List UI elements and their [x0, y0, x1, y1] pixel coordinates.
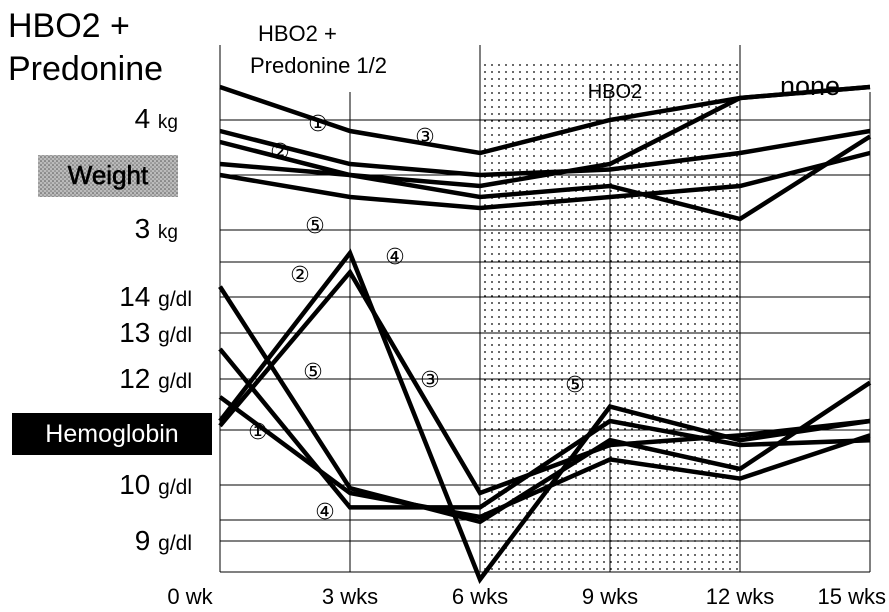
- weight-tick-0: 4 kg: [135, 103, 178, 134]
- hemoglobin-tick-4: 9 g/dl: [135, 525, 192, 556]
- weight-series-marker-2: ②: [270, 139, 290, 164]
- hemoglobin-series-marker-1: ①: [248, 419, 268, 444]
- series-hemoglobin-3: [218, 268, 871, 496]
- x-tick-label-4: 12 wks: [706, 584, 774, 609]
- series-weight-3: [219, 84, 871, 189]
- weight-series-marker-4: ④: [385, 244, 405, 269]
- series-weight-4: [219, 134, 872, 222]
- phase-title-0-line-2: Predonine: [8, 50, 163, 88]
- phase-title-0-line-1: HBO2 +: [8, 7, 130, 45]
- phase-title-3: none: [780, 71, 840, 101]
- hemoglobin-series-marker-5: ⑤: [303, 359, 323, 384]
- series-hemoglobin-4: [218, 347, 871, 510]
- series-hemoglobin-2: [218, 248, 871, 584]
- series-hemoglobin-5: [218, 285, 872, 525]
- phase-title-2: HBO2: [588, 81, 642, 103]
- hemoglobin-series-marker-2: ②: [290, 262, 310, 287]
- series-layer: [218, 84, 872, 584]
- weight-tick-1: 3 kg: [135, 213, 178, 244]
- x-tick-label-5: 15 wks: [818, 584, 886, 609]
- weight-series-marker-3: ③: [415, 124, 435, 149]
- hemoglobin-tick-3: 10 g/dl: [119, 469, 192, 500]
- hemoglobin-tick-2: 12 g/dl: [119, 363, 192, 394]
- weight-series-marker-5: ⑤: [305, 213, 325, 238]
- x-tick-label-3: 9 wks: [582, 584, 638, 609]
- series-weight-2: [219, 128, 871, 178]
- series-weight-5: [219, 150, 871, 211]
- hemoglobin-tick-1: 13 g/dl: [119, 317, 192, 348]
- x-tick-label-0: 0 wk: [167, 584, 213, 609]
- x-tick-label-2: 6 wks: [452, 584, 508, 609]
- hemoglobin-series-marker-5b: ⑤: [565, 372, 585, 397]
- series-hemoglobin-1: [218, 395, 871, 520]
- hemoglobin-series-marker-4: ④: [315, 499, 335, 524]
- label-layer: HBO2 + Predonine HBO2 + Predonine 1/2 HBO2 no…: [8, 7, 886, 609]
- hemoglobin-badge: [12, 413, 212, 455]
- hemoglobin-series-marker-3: ③: [420, 367, 440, 392]
- phase-title-1-line-1: HBO2 +: [258, 21, 337, 46]
- x-tick-label-1: 3 wks: [322, 584, 378, 609]
- hemoglobin-tick-0: 14 g/dl: [119, 281, 192, 312]
- weight-badge: [38, 155, 178, 197]
- weight-series-marker-1: ①: [308, 111, 328, 136]
- weight-panel-label: Weight: [68, 160, 149, 190]
- hemoglobin-panel-label: Hemoglobin: [45, 420, 178, 448]
- phase-title-1-line-2: Predonine 1/2: [250, 53, 387, 78]
